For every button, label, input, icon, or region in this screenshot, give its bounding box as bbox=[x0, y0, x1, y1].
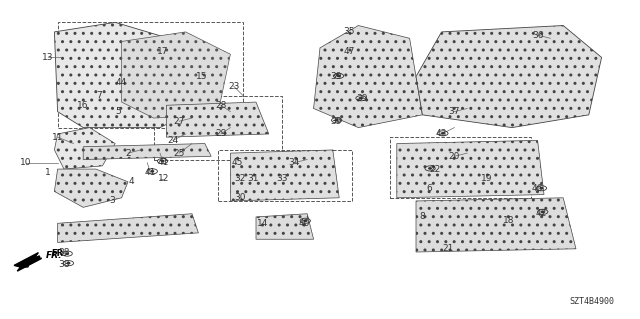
Text: 41: 41 bbox=[145, 168, 156, 177]
Polygon shape bbox=[54, 128, 115, 169]
Text: 35: 35 bbox=[343, 27, 355, 36]
Text: 1: 1 bbox=[45, 168, 51, 177]
Circle shape bbox=[335, 120, 338, 121]
Text: 31: 31 bbox=[247, 174, 259, 183]
Polygon shape bbox=[166, 102, 269, 137]
Text: 13: 13 bbox=[42, 53, 54, 62]
Polygon shape bbox=[54, 22, 192, 128]
Circle shape bbox=[66, 253, 68, 254]
Text: 40: 40 bbox=[298, 219, 310, 228]
Text: 39: 39 bbox=[356, 94, 367, 103]
Polygon shape bbox=[397, 140, 544, 198]
Bar bbox=[154, 96, 282, 160]
Bar bbox=[390, 137, 531, 198]
Text: 25: 25 bbox=[173, 149, 185, 158]
Text: SZT4B4900: SZT4B4900 bbox=[570, 297, 614, 306]
Text: 3: 3 bbox=[109, 197, 115, 205]
Text: 47: 47 bbox=[343, 47, 355, 56]
Text: 39: 39 bbox=[330, 117, 342, 126]
Text: 34: 34 bbox=[289, 158, 300, 167]
Circle shape bbox=[442, 133, 444, 134]
Text: 43: 43 bbox=[436, 130, 447, 138]
Polygon shape bbox=[58, 214, 198, 242]
Circle shape bbox=[360, 98, 362, 99]
Text: FR.: FR. bbox=[46, 251, 63, 260]
Text: 18: 18 bbox=[503, 216, 515, 225]
Text: 20: 20 bbox=[449, 152, 460, 161]
Text: 5: 5 bbox=[116, 107, 121, 116]
Polygon shape bbox=[256, 214, 314, 239]
Circle shape bbox=[429, 168, 431, 169]
Circle shape bbox=[67, 263, 70, 264]
Text: 32: 32 bbox=[234, 174, 246, 183]
Text: 24: 24 bbox=[167, 136, 179, 145]
Text: 30: 30 bbox=[234, 193, 246, 202]
Polygon shape bbox=[122, 32, 230, 118]
Text: 22: 22 bbox=[429, 165, 441, 174]
Text: 39: 39 bbox=[330, 72, 342, 81]
Text: 23: 23 bbox=[228, 82, 239, 91]
Text: 16: 16 bbox=[77, 101, 89, 110]
Circle shape bbox=[540, 188, 543, 189]
Polygon shape bbox=[314, 26, 422, 128]
Polygon shape bbox=[416, 198, 576, 252]
Text: 11: 11 bbox=[52, 133, 63, 142]
Text: 45: 45 bbox=[231, 158, 243, 167]
Polygon shape bbox=[230, 150, 339, 201]
Text: 36: 36 bbox=[532, 31, 543, 40]
Text: 44: 44 bbox=[116, 78, 127, 87]
Text: 2: 2 bbox=[125, 149, 131, 158]
Circle shape bbox=[337, 75, 340, 77]
Bar bbox=[218, 150, 352, 201]
Text: 37: 37 bbox=[449, 107, 460, 116]
Text: 33: 33 bbox=[276, 174, 287, 183]
Polygon shape bbox=[14, 253, 42, 271]
Text: 21: 21 bbox=[442, 244, 454, 253]
Text: 38: 38 bbox=[58, 248, 70, 256]
Circle shape bbox=[151, 171, 154, 172]
Text: 42: 42 bbox=[535, 209, 547, 218]
Text: 10: 10 bbox=[20, 158, 31, 167]
Text: 28: 28 bbox=[215, 101, 227, 110]
Text: 4: 4 bbox=[129, 177, 134, 186]
Text: 38: 38 bbox=[58, 260, 70, 269]
Polygon shape bbox=[416, 26, 602, 128]
Text: 46: 46 bbox=[532, 184, 543, 193]
Circle shape bbox=[541, 211, 544, 212]
Text: 12: 12 bbox=[157, 174, 169, 183]
Circle shape bbox=[161, 160, 164, 162]
Text: 8: 8 bbox=[420, 212, 425, 221]
Circle shape bbox=[304, 220, 307, 221]
Text: 29: 29 bbox=[215, 130, 227, 138]
Text: 7: 7 bbox=[97, 91, 102, 100]
Text: FR.: FR. bbox=[51, 249, 67, 258]
Text: 19: 19 bbox=[481, 174, 492, 183]
Polygon shape bbox=[83, 144, 211, 160]
Text: 17: 17 bbox=[157, 47, 169, 56]
Text: 15: 15 bbox=[196, 72, 207, 81]
Polygon shape bbox=[54, 169, 128, 207]
Text: 6: 6 bbox=[426, 184, 431, 193]
Text: 27: 27 bbox=[173, 117, 185, 126]
Bar bbox=[58, 22, 243, 128]
Text: 41: 41 bbox=[157, 158, 169, 167]
Text: 14: 14 bbox=[257, 219, 268, 228]
